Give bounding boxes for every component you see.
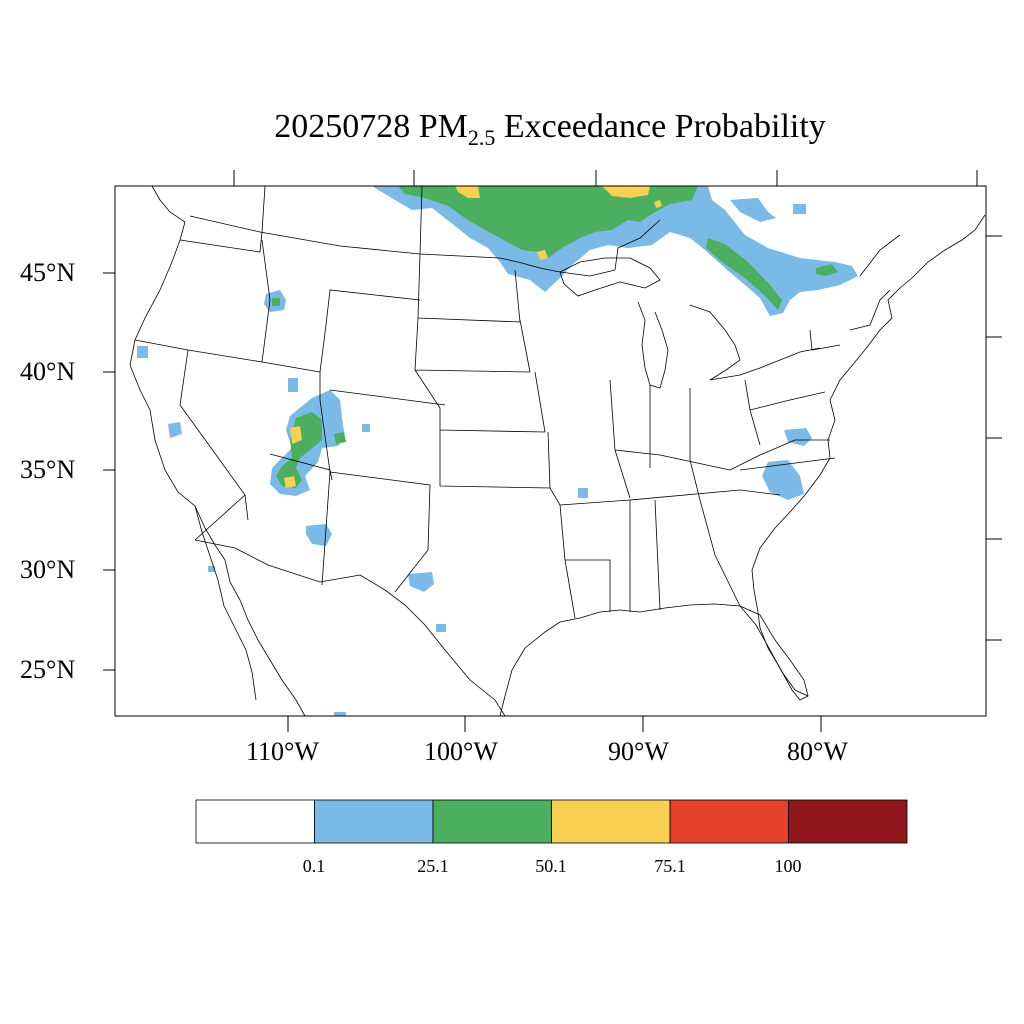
- yellow-region-colorado-2: [284, 476, 296, 488]
- map-title: 20250728 PM2.5 Exceedance Probability: [274, 108, 826, 150]
- lat-label-45: 45°N: [20, 258, 76, 287]
- us-mexico-border: [194, 539, 506, 717]
- colorbar-swatch-0: [195, 799, 315, 844]
- colorbar-tick-1: 25.1: [417, 856, 449, 876]
- great-lakes-superior: [559, 257, 661, 297]
- great-lakes-michigan-shore: [637, 301, 669, 389]
- state-lines-central: [414, 253, 631, 619]
- lon-label-90w: 90°W: [608, 737, 669, 766]
- green-region-idaho: [272, 298, 280, 306]
- blue-region-carolina: [762, 460, 804, 500]
- blue-region-arizona: [306, 524, 332, 546]
- colorbar-tick-3: 75.1: [654, 856, 686, 876]
- lat-label-25: 25°N: [20, 655, 76, 684]
- great-lakes-huron-erie: [689, 304, 821, 381]
- green-region-east: [816, 264, 838, 276]
- us-canada-border: [189, 215, 616, 277]
- blue-region-colorado-dot: [362, 424, 370, 432]
- lon-label-110w: 110°W: [246, 737, 319, 766]
- colorbar-tick-2: 50.1: [535, 856, 567, 876]
- green-region-north-plume: [398, 186, 698, 258]
- lat-label-40: 40°N: [20, 357, 76, 386]
- yellow-region-north-1: [455, 186, 480, 198]
- yellow-region-colorado-1: [290, 426, 302, 444]
- probability-shading: [137, 186, 858, 716]
- lat-label-30: 30°N: [20, 555, 76, 584]
- map-frame: [114, 185, 987, 717]
- blue-region-texas-south: [436, 624, 446, 632]
- colorbar-swatch-2: [432, 799, 552, 844]
- east-coast-line: [751, 214, 986, 613]
- west-coast-line: [129, 185, 306, 717]
- blue-region-northeast-dot: [793, 204, 806, 214]
- blue-region-northeast-small: [730, 198, 776, 222]
- colorbar: [195, 799, 908, 844]
- lat-label-35: 35°N: [20, 455, 76, 484]
- colorbar-swatch-1: [314, 799, 434, 844]
- green-region-lakes-band: [706, 238, 782, 310]
- blue-region-arkansas: [578, 488, 588, 498]
- yellow-region-north-4: [537, 250, 548, 260]
- florida-outline: [739, 605, 809, 697]
- yellow-region-north-2: [602, 186, 650, 198]
- state-lines-west: [134, 231, 446, 593]
- lon-label-100w: 100°W: [424, 737, 498, 766]
- canada-province-lines: [261, 185, 901, 326]
- colorbar-swatch-3: [551, 799, 671, 844]
- blue-region-utah-dot: [288, 378, 298, 392]
- colorbar-tick-4: 100: [774, 856, 802, 876]
- green-region-colorado: [276, 412, 322, 488]
- axis-ticks: [103, 170, 1002, 732]
- map-outlines: [129, 185, 986, 717]
- baja-peninsula-line: [194, 505, 257, 701]
- state-lines-east: [609, 324, 871, 611]
- blue-region-mexico-sonora: [208, 566, 215, 572]
- green-region-colorado-east: [334, 432, 346, 444]
- blue-region-texas-west: [408, 572, 434, 592]
- lon-label-80w: 80°W: [787, 737, 848, 766]
- blue-region-california-north: [137, 346, 148, 358]
- colorbar-tick-0: 0.1: [302, 856, 326, 876]
- blue-region-california-sierra: [168, 422, 182, 438]
- colorbar-swatch-4: [669, 799, 789, 844]
- blue-region-mexico-south: [334, 712, 346, 716]
- gulf-coast-line: [499, 603, 809, 717]
- colorbar-swatch-5: [788, 799, 908, 844]
- yellow-region-north-3: [654, 200, 662, 208]
